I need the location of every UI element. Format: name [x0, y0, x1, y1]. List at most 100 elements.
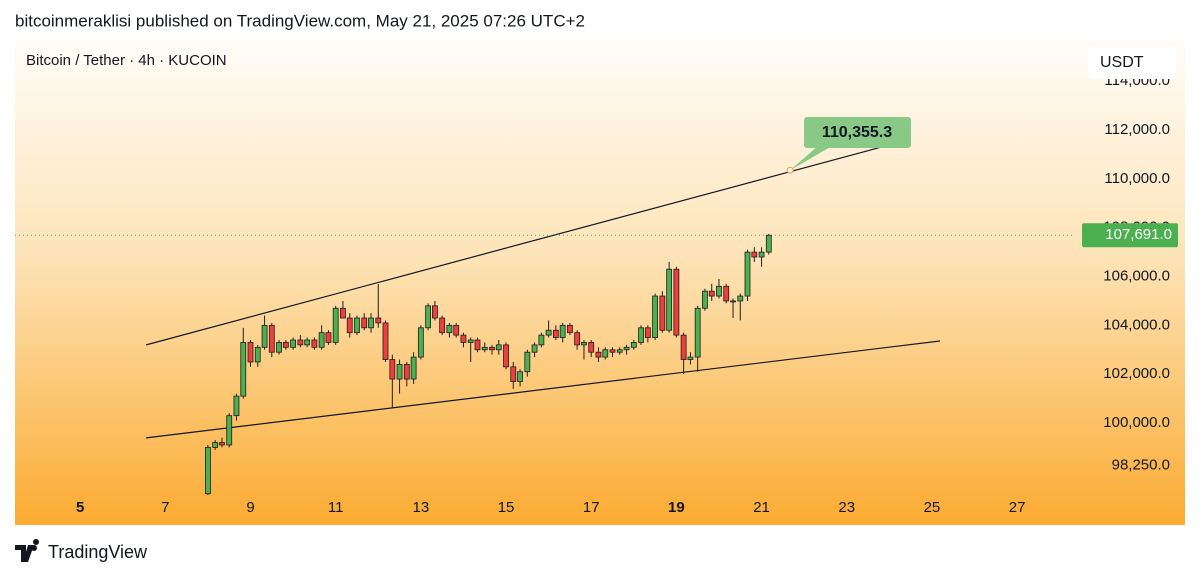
candle-body — [716, 285, 722, 297]
x-tick-label: 25 — [924, 499, 941, 516]
candle-body — [567, 324, 573, 334]
candle-body — [702, 290, 708, 309]
candle-body — [623, 346, 630, 351]
candle-body — [517, 371, 523, 382]
candle-body — [638, 327, 644, 343]
y-tick-label: 100,000.0 — [1103, 414, 1170, 431]
candle-body — [503, 344, 509, 368]
candle-body — [495, 344, 502, 351]
candle-body — [744, 251, 751, 297]
candle-body — [368, 317, 374, 329]
candle-body — [524, 351, 531, 373]
y-tick-label: 98,250.0 — [1112, 457, 1170, 474]
candle-body — [531, 344, 538, 353]
candle-body — [581, 342, 587, 346]
candle-body — [453, 324, 460, 336]
x-tick-label: 9 — [246, 499, 254, 516]
x-tick-label: 19 — [668, 499, 685, 516]
candle-body — [659, 295, 666, 331]
candle-body — [240, 342, 247, 397]
candle-body — [694, 307, 701, 358]
candle-body — [297, 339, 304, 346]
callout-box — [804, 117, 911, 148]
trendline — [146, 340, 941, 439]
trendline — [146, 144, 890, 346]
candle-body — [467, 339, 474, 343]
candle-body — [765, 234, 772, 253]
plot-area — [15, 144, 1075, 495]
y-tick-label: 112,000.0 — [1104, 121, 1170, 138]
candle-body — [723, 285, 730, 302]
candle-body — [304, 339, 311, 346]
candle-body — [687, 356, 694, 360]
overlay: 110,355.3 USDT 107,691.0 — [786, 47, 1178, 248]
candle-body — [538, 334, 545, 346]
candle-body — [616, 349, 623, 353]
annotation-point — [786, 166, 794, 174]
candle-body — [595, 351, 602, 358]
callout-label: 110,355.3 — [822, 124, 892, 141]
candle-body — [389, 359, 396, 380]
candle-body — [574, 332, 581, 346]
publisher-header: bitcoinmeraklisi published on TradingVie… — [15, 11, 585, 30]
callout-pointer — [790, 146, 832, 171]
x-tick-label: 5 — [76, 499, 84, 516]
candle-body — [630, 342, 637, 348]
candle-body — [396, 364, 403, 380]
x-tick-label: 17 — [583, 499, 600, 516]
candle-body — [446, 324, 453, 334]
last-price-box — [1082, 223, 1178, 248]
candle-body — [559, 324, 566, 338]
candle-body — [432, 305, 438, 319]
candle-body — [346, 317, 353, 334]
candle-body — [602, 349, 609, 358]
candle-body — [403, 364, 410, 380]
currency-box — [1088, 47, 1176, 79]
candle-body — [354, 317, 360, 334]
y-tick-label: 104,000.0 — [1103, 316, 1170, 333]
candle-body — [254, 346, 261, 363]
candle-body — [247, 342, 254, 363]
candle-body — [439, 317, 446, 334]
footer-brand: TradingView — [48, 542, 148, 562]
candle-body — [673, 268, 680, 336]
candle-body — [282, 342, 289, 348]
footer-logo — [15, 538, 40, 562]
x-tick-label: 11 — [328, 499, 344, 516]
currency-label: USDT — [1100, 54, 1144, 71]
x-tick-label: 15 — [498, 499, 515, 516]
candle-body — [474, 339, 481, 351]
candle-body — [552, 329, 559, 338]
candle-body — [276, 342, 282, 353]
candle-body — [680, 334, 687, 360]
candle-body — [666, 268, 673, 331]
x-tick-label: 23 — [838, 499, 855, 516]
candle-body — [652, 295, 658, 338]
candle-body — [730, 300, 736, 303]
x-tick-label: 21 — [753, 499, 770, 516]
candle-body — [644, 327, 651, 338]
x-tick-label: 13 — [413, 499, 430, 516]
chart-panel — [15, 40, 1185, 525]
x-tick-label: 7 — [161, 499, 169, 516]
last-price-label: 107,691.0 — [1105, 226, 1172, 243]
candle-body — [737, 295, 744, 302]
candle-body — [332, 307, 339, 343]
candle-body — [261, 324, 268, 348]
axes: 98,250.0 100,000.0 102,000.0 104,000.0 106,0… — [76, 72, 1170, 516]
candle-body — [318, 332, 325, 348]
candle-body — [489, 346, 495, 351]
candle-body — [708, 290, 715, 297]
candle-body — [340, 307, 346, 319]
candle-body — [410, 356, 417, 380]
y-tick-label: 106,000.0 — [1103, 268, 1170, 285]
candle-body — [290, 339, 296, 348]
candle-body — [205, 447, 211, 495]
candle-body — [375, 317, 382, 324]
chart-title: Bitcoin / Tether · 4h · KUCOIN — [26, 52, 227, 69]
candle-body — [425, 305, 431, 329]
candle-body — [460, 334, 467, 343]
candle-body — [751, 251, 758, 258]
candle-body — [481, 346, 488, 351]
